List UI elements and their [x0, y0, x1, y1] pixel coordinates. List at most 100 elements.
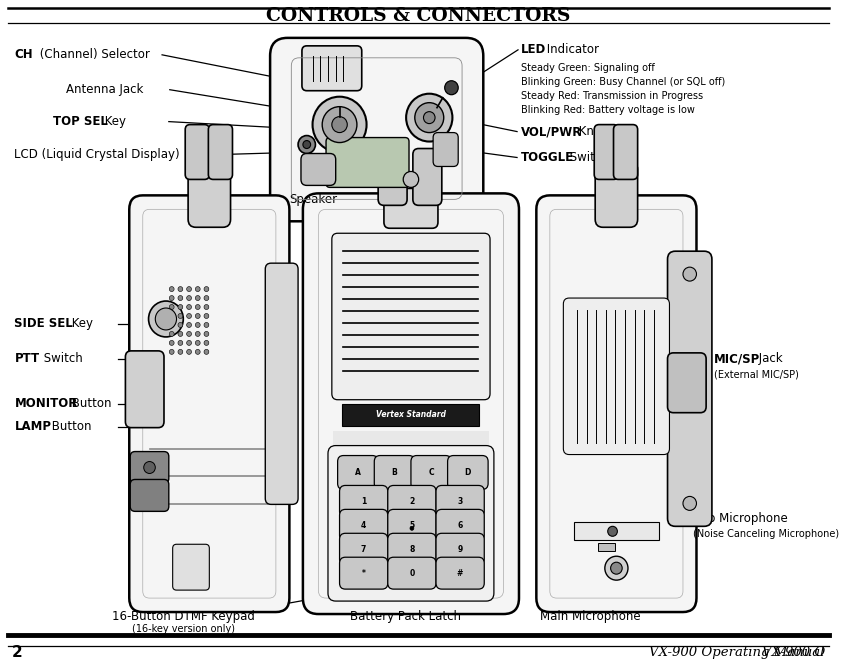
FancyBboxPatch shape: [436, 557, 485, 589]
Text: Button: Button: [68, 397, 112, 410]
Circle shape: [186, 287, 192, 291]
Circle shape: [148, 301, 183, 337]
Bar: [342, 404, 479, 426]
Text: Blinking Red: Battery voltage is low: Blinking Red: Battery voltage is low: [521, 105, 694, 115]
FancyBboxPatch shape: [375, 455, 414, 489]
Text: TOGGLE: TOGGLE: [521, 151, 574, 164]
Text: (Noise Canceling Microphone): (Noise Canceling Microphone): [693, 530, 838, 540]
Circle shape: [178, 314, 183, 318]
FancyBboxPatch shape: [388, 509, 436, 542]
Circle shape: [186, 314, 192, 318]
Text: Knob: Knob: [575, 125, 609, 138]
Circle shape: [204, 305, 209, 310]
Text: Main Microphone: Main Microphone: [540, 610, 641, 622]
Circle shape: [204, 314, 209, 318]
Text: 5: 5: [409, 521, 414, 530]
FancyBboxPatch shape: [337, 455, 378, 489]
Circle shape: [195, 295, 200, 301]
Circle shape: [195, 332, 200, 336]
Circle shape: [608, 526, 617, 536]
FancyBboxPatch shape: [303, 193, 519, 614]
FancyBboxPatch shape: [413, 148, 442, 205]
FancyBboxPatch shape: [595, 162, 637, 227]
Text: Vertex Standard: Vertex Standard: [376, 410, 446, 419]
FancyBboxPatch shape: [537, 195, 696, 612]
Circle shape: [298, 136, 316, 154]
FancyBboxPatch shape: [378, 148, 407, 205]
Circle shape: [186, 322, 192, 328]
Circle shape: [204, 340, 209, 346]
Circle shape: [605, 556, 628, 580]
Circle shape: [169, 295, 174, 301]
Text: (External MIC/SP): (External MIC/SP): [714, 370, 799, 380]
Circle shape: [169, 305, 174, 310]
Circle shape: [403, 171, 419, 187]
Bar: [598, 544, 616, 551]
Text: Key: Key: [101, 115, 127, 128]
FancyBboxPatch shape: [302, 46, 362, 91]
Text: MONITOR: MONITOR: [15, 397, 78, 410]
Text: Steady Red: Transmission in Progress: Steady Red: Transmission in Progress: [521, 91, 703, 101]
Bar: [333, 430, 489, 451]
Circle shape: [204, 322, 209, 328]
Bar: [574, 522, 659, 540]
Text: LCD (Liquid Crystal Display): LCD (Liquid Crystal Display): [15, 148, 180, 161]
Text: Jack: Jack: [755, 352, 783, 365]
FancyBboxPatch shape: [411, 455, 452, 489]
Circle shape: [178, 350, 183, 354]
Circle shape: [414, 103, 444, 132]
FancyBboxPatch shape: [340, 485, 388, 517]
Text: Switch: Switch: [40, 352, 82, 365]
FancyBboxPatch shape: [271, 38, 483, 221]
FancyBboxPatch shape: [328, 446, 494, 601]
FancyBboxPatch shape: [388, 534, 436, 565]
Text: Speaker: Speaker: [290, 193, 337, 206]
Text: CONTROLS & CONNECTORS: CONTROLS & CONNECTORS: [266, 7, 570, 25]
Circle shape: [204, 350, 209, 354]
Circle shape: [332, 117, 348, 132]
Circle shape: [683, 267, 696, 281]
Text: VOL/PWR: VOL/PWR: [521, 125, 583, 138]
Circle shape: [195, 340, 200, 346]
Circle shape: [312, 97, 367, 152]
Circle shape: [683, 496, 696, 510]
Circle shape: [195, 287, 200, 291]
Text: Steady Green: Signaling off: Steady Green: Signaling off: [521, 63, 655, 73]
Text: 8: 8: [409, 545, 414, 553]
FancyBboxPatch shape: [340, 557, 388, 589]
FancyBboxPatch shape: [447, 455, 488, 489]
FancyBboxPatch shape: [129, 195, 290, 612]
FancyBboxPatch shape: [668, 353, 706, 412]
Circle shape: [178, 295, 183, 301]
Text: 0: 0: [409, 569, 414, 578]
Circle shape: [195, 314, 200, 318]
Text: A: A: [355, 468, 361, 477]
Circle shape: [204, 287, 209, 291]
FancyBboxPatch shape: [208, 124, 232, 179]
FancyBboxPatch shape: [340, 509, 388, 542]
Text: CH: CH: [15, 48, 33, 62]
Circle shape: [186, 332, 192, 336]
FancyBboxPatch shape: [126, 351, 164, 428]
FancyBboxPatch shape: [388, 557, 436, 589]
Text: TOP SEL: TOP SEL: [53, 115, 108, 128]
FancyBboxPatch shape: [301, 154, 336, 185]
Text: 1: 1: [361, 497, 366, 506]
Text: 6: 6: [458, 521, 463, 530]
FancyBboxPatch shape: [332, 233, 490, 400]
Text: SIDE SEL: SIDE SEL: [15, 318, 73, 330]
Text: 2: 2: [409, 497, 414, 506]
Text: #: #: [457, 569, 463, 578]
Circle shape: [144, 461, 155, 473]
Circle shape: [169, 322, 174, 328]
Text: Indicator: Indicator: [543, 43, 599, 56]
FancyBboxPatch shape: [614, 124, 637, 179]
FancyBboxPatch shape: [130, 479, 169, 511]
FancyBboxPatch shape: [188, 162, 231, 227]
Text: B: B: [392, 468, 397, 477]
Text: Blinking Green: Busy Channel (or SQL off): Blinking Green: Busy Channel (or SQL off…: [521, 77, 725, 87]
FancyBboxPatch shape: [436, 485, 485, 517]
Circle shape: [610, 562, 623, 574]
FancyBboxPatch shape: [326, 138, 409, 187]
Text: 2: 2: [11, 645, 23, 661]
